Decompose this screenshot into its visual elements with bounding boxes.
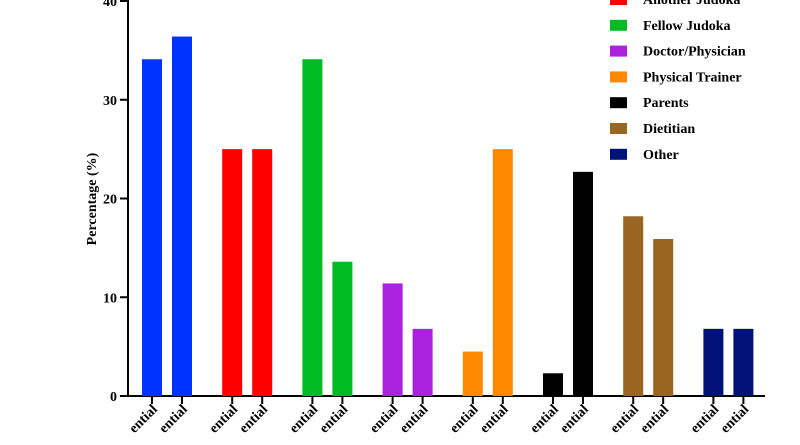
y-tick-label: 40 [103, 0, 117, 10]
legend-label: Dietitian [643, 122, 695, 137]
bar [332, 261, 353, 396]
legend-label: Parents [643, 96, 689, 111]
y-tick-label: 20 [103, 193, 117, 208]
bar [382, 283, 403, 396]
bar [733, 328, 754, 396]
x-tick-label: ential [447, 402, 481, 436]
x-tick-label: ential [127, 402, 161, 436]
legend-label: Another Judoka [643, 0, 740, 8]
bar [302, 59, 323, 396]
legend-swatch [610, 123, 627, 134]
x-tick-label: ential [558, 402, 592, 436]
x-tick-label: ential [638, 402, 672, 436]
bar [492, 149, 513, 396]
x-tick-label: ential [367, 402, 401, 436]
x-tick-label: ential [237, 402, 271, 436]
x-tick-label: ential [718, 402, 752, 436]
legend-label: Physical Trainer [643, 70, 742, 85]
bar [142, 59, 162, 396]
legend-label: Other [643, 148, 679, 163]
legend-swatch [610, 71, 627, 83]
bar [703, 328, 724, 396]
legend-label: Doctor/Physician [643, 45, 746, 60]
x-tick-label: ential [207, 402, 241, 436]
bar [623, 216, 644, 396]
bar [412, 328, 433, 396]
y-tick-label: 0 [110, 390, 117, 405]
bar [172, 36, 192, 397]
bar [543, 373, 563, 396]
legend-swatch [610, 45, 627, 57]
y-tick-label: 10 [103, 291, 117, 306]
y-axis-label: Percentage (%) [85, 152, 100, 245]
legend-label: Fellow Judoka [643, 19, 731, 34]
bar [222, 149, 243, 396]
bar [252, 149, 273, 396]
bar [573, 171, 593, 396]
chart-legend: Another Judoka Fellow Judoka Doctor/Physic… [610, 0, 746, 163]
bars-group [142, 36, 754, 397]
legend-swatch [610, 148, 627, 160]
x-tick-label: ential [317, 402, 351, 436]
x-tick-label: ential [688, 402, 722, 436]
x-tick-label: ential [287, 402, 321, 436]
x-tick-label: ential [157, 402, 191, 436]
x-tick-label: ential [528, 402, 562, 436]
bar [653, 238, 674, 396]
bar [462, 351, 483, 396]
legend-swatch [610, 19, 627, 31]
y-tick-label: 30 [103, 94, 117, 109]
x-tick-label: ential [477, 402, 511, 436]
x-tick-label: ential [608, 402, 642, 436]
legend-swatch [610, 97, 627, 109]
legend-swatch [610, 0, 627, 5]
x-tick-label: ential [397, 402, 431, 436]
